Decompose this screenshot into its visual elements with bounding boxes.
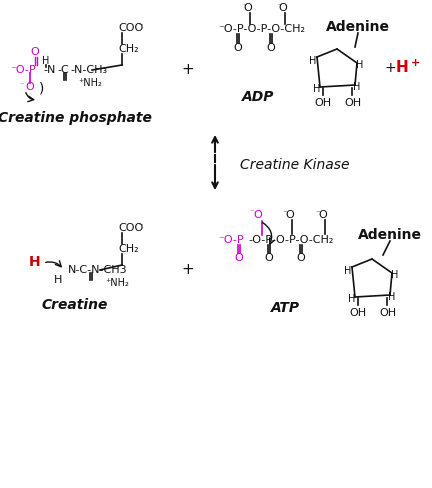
Text: +: + xyxy=(181,263,194,278)
Text: O: O xyxy=(297,253,305,263)
Text: N-C-N-CH3: N-C-N-CH3 xyxy=(68,265,127,275)
Text: COO: COO xyxy=(118,223,143,233)
Text: -C: -C xyxy=(57,65,69,75)
Text: ): ) xyxy=(39,82,44,96)
Text: H: H xyxy=(396,61,408,76)
Text: CH₂: CH₂ xyxy=(118,244,139,254)
Text: Creatine: Creatine xyxy=(42,298,108,312)
Text: OH: OH xyxy=(344,98,362,108)
Text: O: O xyxy=(234,43,242,53)
Text: OH: OH xyxy=(379,308,397,318)
Text: ⁻O-P: ⁻O-P xyxy=(10,65,35,75)
Text: H: H xyxy=(29,255,41,269)
Text: H: H xyxy=(54,275,62,285)
Text: O: O xyxy=(254,210,262,220)
Text: Creatine Kinase: Creatine Kinase xyxy=(240,158,350,172)
Text: H: H xyxy=(348,294,356,304)
Text: H: H xyxy=(356,60,364,70)
Text: ⁺NH₂: ⁺NH₂ xyxy=(105,278,129,288)
Text: ⁻O-P-O-P-O-CH₂: ⁻O-P-O-P-O-CH₂ xyxy=(218,24,305,34)
Text: ADP: ADP xyxy=(242,90,274,104)
Text: O: O xyxy=(244,3,252,13)
Text: ⁻O-P: ⁻O-P xyxy=(218,235,244,245)
Text: +: + xyxy=(410,58,419,68)
Text: ⁻: ⁻ xyxy=(283,208,287,218)
Text: -N-CH₃: -N-CH₃ xyxy=(70,65,107,75)
Text: O: O xyxy=(25,82,35,92)
Text: ⁺NH₂: ⁺NH₂ xyxy=(78,78,102,88)
Text: O: O xyxy=(286,210,294,220)
Text: -O-P-O-P-O-CH₂: -O-P-O-P-O-CH₂ xyxy=(248,235,334,245)
Text: ⁻: ⁻ xyxy=(316,208,320,218)
Text: O: O xyxy=(31,47,39,57)
Text: ⁻: ⁻ xyxy=(139,222,143,230)
Text: O: O xyxy=(319,210,327,220)
Text: -N: -N xyxy=(43,65,55,75)
Text: ⁻: ⁻ xyxy=(20,81,24,89)
Text: ⁻: ⁻ xyxy=(278,1,282,11)
Text: O: O xyxy=(265,253,273,263)
Text: CH₂: CH₂ xyxy=(118,44,139,54)
Text: H: H xyxy=(353,82,361,92)
Text: Creatine phosphate: Creatine phosphate xyxy=(0,111,152,125)
Text: ATP: ATP xyxy=(270,301,299,315)
Text: O: O xyxy=(267,43,275,53)
Text: +: + xyxy=(384,61,396,75)
Text: ⁻: ⁻ xyxy=(243,1,247,11)
Text: OH: OH xyxy=(314,98,332,108)
Text: H: H xyxy=(309,56,317,66)
Text: H: H xyxy=(344,266,352,276)
Text: O: O xyxy=(235,253,243,263)
Text: H: H xyxy=(388,292,396,302)
Text: +: + xyxy=(181,62,194,78)
Text: H: H xyxy=(42,56,50,66)
Text: Adenine: Adenine xyxy=(326,20,390,34)
Text: ⁻: ⁻ xyxy=(250,207,254,217)
Text: ⁻: ⁻ xyxy=(139,21,143,30)
Text: H: H xyxy=(313,84,321,94)
Text: OH: OH xyxy=(349,308,367,318)
Text: Adenine: Adenine xyxy=(358,228,422,242)
Text: H: H xyxy=(391,270,399,280)
Text: COO: COO xyxy=(118,23,143,33)
Text: O: O xyxy=(279,3,287,13)
